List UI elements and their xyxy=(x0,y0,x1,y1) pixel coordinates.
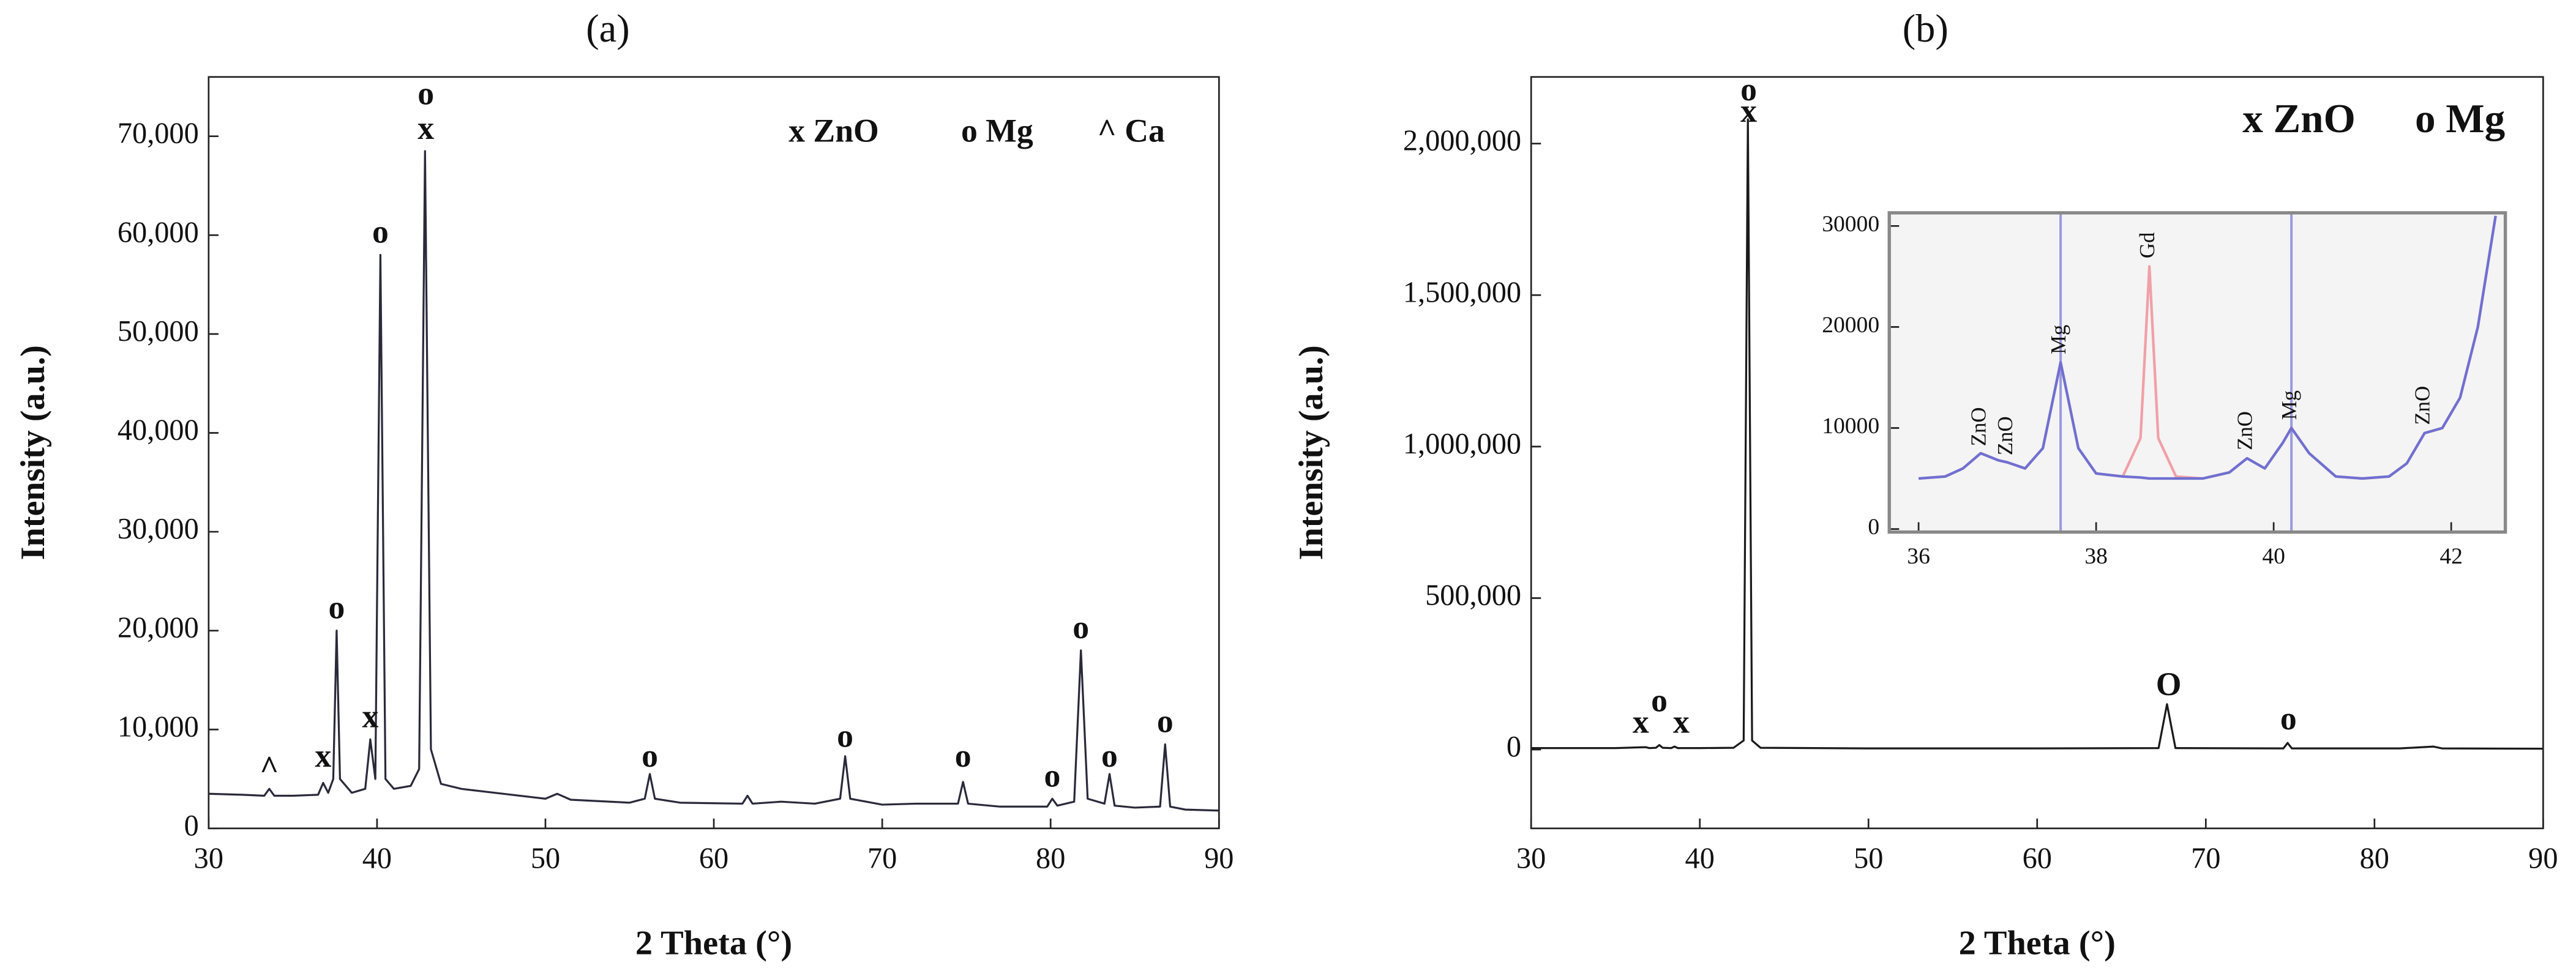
x-tick-label: 30 xyxy=(1516,842,1546,874)
peak-annotation: O xyxy=(2156,666,2182,702)
y-tick-label: 60,000 xyxy=(118,216,199,248)
x-tick-label: 90 xyxy=(1204,842,1234,874)
x-tick-label: 80 xyxy=(2360,842,2389,874)
plot-frame xyxy=(208,76,1220,830)
peak-annotation: o xyxy=(1101,737,1118,774)
x-axis-label: 2 Theta (°) xyxy=(635,924,792,962)
key-entry: x ZnO xyxy=(788,113,879,149)
x-tick-label: 50 xyxy=(531,842,560,874)
peak-annotation: x xyxy=(362,698,378,734)
x-tick-label: 70 xyxy=(2191,842,2220,874)
y-tick-label: 1,500,000 xyxy=(1403,276,1521,308)
x-tick-label: 36 xyxy=(1907,544,1930,569)
plot-area xyxy=(1889,212,2506,532)
x-tick-label: 40 xyxy=(2262,544,2285,569)
x-tick-label: 40 xyxy=(1685,842,1715,874)
plot-frame xyxy=(1530,76,2544,830)
peak-annotation: o xyxy=(328,589,345,626)
peak-annotation: o xyxy=(955,737,972,774)
y-tick-label: 50,000 xyxy=(118,315,199,348)
peak-annotation: Mg xyxy=(2046,325,2070,354)
peak-annotation: ZnO xyxy=(1993,416,2017,455)
peak-annotation: o xyxy=(1044,757,1061,794)
data-line xyxy=(208,150,1219,812)
x-tick-label: 38 xyxy=(2084,544,2108,569)
peak-annotation: x xyxy=(417,110,434,146)
y-tick-label: 20000 xyxy=(1822,313,1879,338)
peak-annotation: x xyxy=(315,737,331,774)
y-tick-label: 500,000 xyxy=(1425,579,1521,612)
chart-title: (b) xyxy=(1903,7,1949,50)
peak-annotation: Mg xyxy=(2277,390,2301,420)
data-line xyxy=(1531,118,2544,750)
x-tick-label: 30 xyxy=(194,842,223,874)
y-tick-label: 20,000 xyxy=(118,612,199,644)
y-tick-label: 10000 xyxy=(1822,414,1879,439)
peak-annotation: o xyxy=(1157,703,1174,740)
peak-annotation: o xyxy=(1651,682,1668,719)
peak-annotation: Gd xyxy=(2135,233,2159,259)
plot-area xyxy=(208,76,1219,828)
peak-annotation: o xyxy=(1073,609,1089,646)
x-tick-label: 70 xyxy=(867,842,897,874)
y-tick-label: 1,000,000 xyxy=(1403,428,1521,460)
peak-annotation: o xyxy=(2280,700,2297,737)
chart-title: (a) xyxy=(586,7,629,50)
peak-annotation: o xyxy=(372,214,389,250)
x-tick-label: 80 xyxy=(1036,842,1065,874)
x-tick-label: 60 xyxy=(2023,842,2052,874)
y-tick-label: 40,000 xyxy=(118,414,199,447)
key-entry: x ZnO xyxy=(2242,96,2356,141)
y-axis-label: Intensity (a.u.) xyxy=(1292,345,1330,560)
data-line xyxy=(1918,215,2497,480)
x-tick-label: 60 xyxy=(699,842,728,874)
key-entry: ^ Ca xyxy=(1098,113,1165,149)
y-axis-label: Intensity (a.u.) xyxy=(14,345,52,560)
peak-annotation: o xyxy=(642,737,658,774)
x-tick-label: 50 xyxy=(1854,842,1883,874)
y-tick-label: 0 xyxy=(1507,731,1521,763)
x-tick-label: 40 xyxy=(362,842,392,874)
peak-annotation: ZnO xyxy=(2233,411,2257,450)
peak-annotation: o xyxy=(417,75,434,111)
peak-annotation: ZnO xyxy=(1967,407,1991,446)
y-tick-label: 0 xyxy=(1868,515,1879,540)
y-tick-label: 2,000,000 xyxy=(1403,125,1521,157)
peak-annotation: ^ xyxy=(260,749,279,786)
peak-annotation: x xyxy=(1740,92,1757,129)
peak-annotation: x xyxy=(1633,703,1649,740)
y-tick-label: 0 xyxy=(184,810,199,842)
peak-annotation: ZnO xyxy=(2411,386,2435,425)
key-entry: o Mg xyxy=(961,113,1033,149)
x-axis-label: 2 Theta (°) xyxy=(1959,924,2116,962)
key-entry: o Mg xyxy=(2415,96,2505,141)
y-tick-label: 70,000 xyxy=(118,117,199,150)
plot-frame xyxy=(1887,211,2507,534)
y-tick-label: 10,000 xyxy=(118,710,199,743)
peak-annotation: o xyxy=(837,718,853,754)
y-tick-label: 30,000 xyxy=(118,513,199,545)
y-tick-label: 30000 xyxy=(1822,212,1879,237)
peak-annotation: x xyxy=(1673,703,1690,740)
x-tick-label: 42 xyxy=(2439,544,2463,569)
x-tick-label: 90 xyxy=(2528,842,2558,874)
